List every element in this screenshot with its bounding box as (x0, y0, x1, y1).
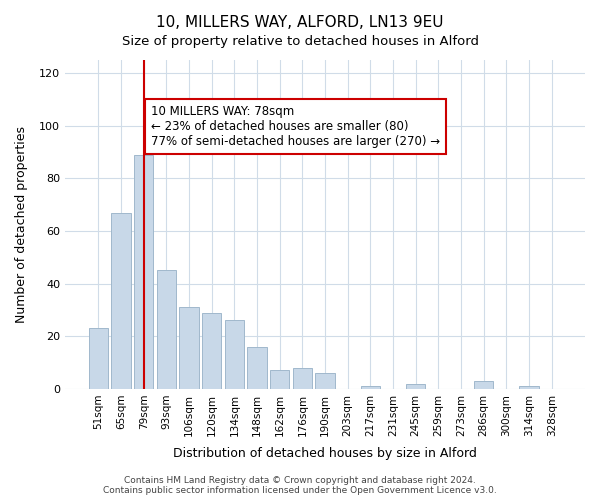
Bar (316, 373, 335, 389)
Bar (361, 386, 380, 389)
Bar (134, 154, 154, 389)
Y-axis label: Number of detached properties: Number of detached properties (15, 126, 28, 323)
Bar (89, 328, 108, 389)
Bar (247, 347, 266, 389)
Text: 10 MILLERS WAY: 78sqm
← 23% of detached houses are smaller (80)
77% of semi-deta: 10 MILLERS WAY: 78sqm ← 23% of detached … (151, 104, 440, 148)
Text: Contains HM Land Registry data © Crown copyright and database right 2024.
Contai: Contains HM Land Registry data © Crown c… (103, 476, 497, 495)
Bar (474, 381, 493, 389)
Bar (270, 370, 289, 389)
Text: 10, MILLERS WAY, ALFORD, LN13 9EU: 10, MILLERS WAY, ALFORD, LN13 9EU (156, 15, 444, 30)
Bar (202, 312, 221, 389)
Bar (520, 386, 539, 389)
Bar (179, 308, 199, 389)
X-axis label: Distribution of detached houses by size in Alford: Distribution of detached houses by size … (173, 447, 477, 460)
Bar (112, 212, 131, 389)
Bar (293, 368, 312, 389)
Text: Size of property relative to detached houses in Alford: Size of property relative to detached ho… (121, 35, 479, 48)
Bar (157, 270, 176, 389)
Bar (406, 384, 425, 389)
Bar (225, 320, 244, 389)
